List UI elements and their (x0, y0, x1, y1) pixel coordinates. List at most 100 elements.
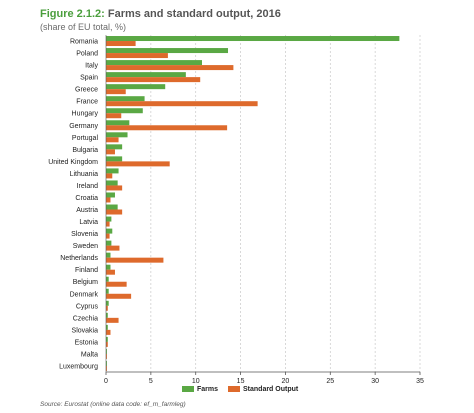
legend-label-farms: Farms (197, 386, 218, 393)
bar-standard-output (106, 113, 122, 119)
bar-standard-output (106, 365, 107, 371)
bar-farms (106, 264, 111, 270)
category-label: Denmark (70, 291, 99, 298)
x-tick-label: 5 (149, 378, 153, 385)
bar-farms (106, 36, 400, 42)
bar-standard-output (106, 161, 170, 167)
bar-farms (106, 300, 109, 306)
bar-farms (106, 228, 113, 234)
bar-standard-output (106, 257, 164, 263)
bar-standard-output (106, 293, 132, 299)
bar-standard-output (106, 245, 120, 251)
legend-swatch-farms (182, 386, 194, 392)
bar-standard-output (106, 317, 119, 323)
bar-standard-output (106, 77, 201, 83)
category-label: Spain (80, 75, 98, 82)
bar-farms (106, 180, 118, 186)
x-tick-label: 20 (282, 378, 290, 385)
category-label: Lithuania (70, 171, 99, 178)
bar-standard-output (106, 281, 127, 287)
bar-farms (106, 360, 107, 366)
bar-standard-output (106, 305, 108, 311)
bar-farms (106, 144, 123, 150)
category-label: Poland (76, 51, 98, 58)
category-label: Malta (81, 351, 98, 358)
category-label: Greece (75, 87, 98, 94)
bar-standard-output (106, 137, 119, 143)
bar-standard-output (106, 185, 123, 191)
category-label: Ireland (77, 183, 99, 190)
bar-farms (106, 48, 229, 54)
category-label: Portugal (72, 135, 99, 142)
source-note: Source: Eurostat (online data code: ef_m… (40, 401, 186, 408)
bar-farms (106, 96, 145, 102)
chart-title: Figure 2.1.2: Farms and standard output,… (40, 8, 281, 20)
bar-standard-output (106, 125, 228, 131)
x-tick-label: 15 (237, 378, 245, 385)
category-label: Italy (85, 63, 98, 70)
legend-swatch-standard-output (228, 386, 240, 392)
bar-farms (106, 72, 186, 78)
category-label: Sweden (73, 243, 98, 250)
x-tick-label: 30 (371, 378, 379, 385)
bar-standard-output (106, 101, 258, 107)
category-label: Hungary (72, 111, 99, 118)
category-label: Austria (76, 207, 98, 214)
bar-standard-output (106, 149, 115, 155)
category-label: Romania (70, 39, 98, 46)
category-label: Finland (75, 267, 98, 274)
bar-standard-output (106, 221, 110, 227)
x-tick-label: 0 (104, 378, 108, 385)
x-tick-label: 25 (326, 378, 334, 385)
bar-standard-output (106, 89, 126, 95)
category-label: France (76, 99, 98, 106)
bar-standard-output (106, 41, 136, 47)
bar-standard-output (106, 341, 108, 347)
bar-farms (106, 348, 107, 354)
category-label: Czechia (73, 315, 98, 322)
category-label: Luxembourg (59, 363, 98, 370)
legend-label-standard-output: Standard Output (243, 386, 299, 393)
bar-farms (106, 192, 115, 198)
bar-standard-output (106, 197, 111, 203)
category-label: United Kingdom (48, 159, 98, 166)
category-label: Slovakia (72, 327, 99, 334)
category-label: Netherlands (60, 255, 98, 262)
figure-title: Farms and standard output, 2016 (107, 8, 281, 20)
bar-standard-output (106, 53, 168, 59)
bar-farms (106, 240, 112, 246)
category-label: Croatia (75, 195, 98, 202)
bar-farms (106, 156, 123, 162)
bar-farms (106, 204, 118, 210)
bar-standard-output (106, 173, 113, 179)
bar-farms (106, 120, 130, 126)
category-label: Slovenia (71, 231, 98, 238)
category-label: Germany (69, 123, 98, 130)
bar-farms (106, 84, 166, 90)
bar-farms (106, 336, 108, 342)
bar-farms (106, 312, 108, 318)
bar-standard-output (106, 233, 110, 239)
category-label: Estonia (75, 339, 98, 346)
category-label: Cyprus (76, 303, 99, 310)
bar-standard-output (106, 209, 123, 215)
figure-label: Figure 2.1.2: (40, 8, 105, 20)
chart-subtitle: (share of EU total, %) (40, 22, 127, 32)
bar-farms (106, 216, 112, 222)
bar-farms (106, 252, 111, 258)
bar-farms (106, 276, 109, 282)
bar-farms (106, 60, 202, 66)
bar-farms (106, 324, 108, 330)
category-label: Bulgaria (72, 147, 98, 154)
x-tick-label: 10 (192, 378, 200, 385)
bar-farms (106, 288, 109, 294)
bar-farms (106, 168, 119, 174)
bar-standard-output (106, 353, 107, 359)
bar-standard-output (106, 329, 111, 335)
x-tick-label: 35 (416, 378, 424, 385)
category-label: Belgium (73, 279, 98, 286)
category-label: Latvia (79, 219, 98, 226)
bar-standard-output (106, 65, 234, 71)
bar-farms (106, 108, 143, 114)
